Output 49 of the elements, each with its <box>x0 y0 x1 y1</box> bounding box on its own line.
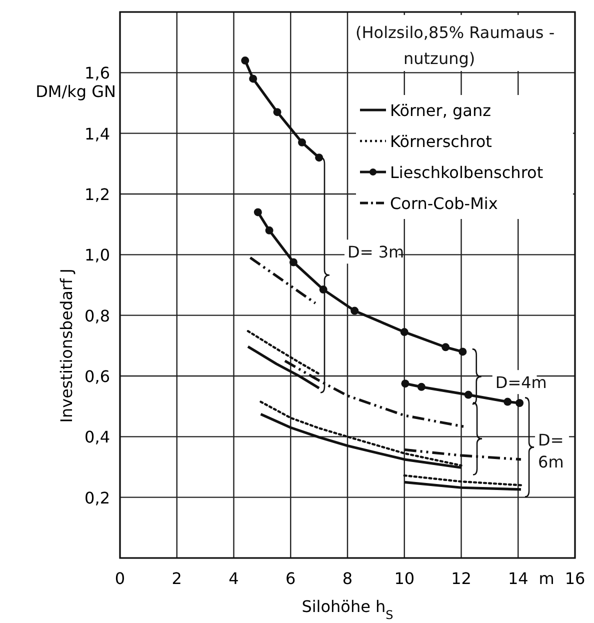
line-series <box>246 330 320 375</box>
point <box>289 258 298 266</box>
point <box>504 398 512 406</box>
point <box>442 343 450 352</box>
annotation: D= 6m <box>538 430 564 472</box>
point <box>254 208 262 216</box>
x-tick-label: 16 <box>564 569 586 588</box>
x-tick-label: 4 <box>228 569 239 588</box>
point <box>417 382 426 391</box>
y-tick-label: 0,4 <box>84 428 110 447</box>
x-tick-label: 12 <box>451 569 472 588</box>
x-tick-label: 14 <box>508 569 528 588</box>
y-tick-label: 0,8 <box>84 306 110 326</box>
x-tick-label: 8 <box>342 569 353 588</box>
legend-label: Körner, ganz <box>390 101 492 120</box>
y-tick-label: 1,2 <box>84 185 110 204</box>
annotation: D= 3m <box>348 242 404 262</box>
point <box>273 108 282 116</box>
point <box>298 138 306 146</box>
line-series <box>246 345 320 390</box>
x-axis-title: Silohöhe h$_{S}$ <box>302 597 394 622</box>
y-tick-label: 1,6 <box>84 64 110 83</box>
point <box>265 226 274 234</box>
point <box>350 306 359 315</box>
y-tick-label: 0,6 <box>84 367 110 386</box>
point <box>315 154 324 162</box>
y-tick-label: 1,4 <box>84 124 110 144</box>
point <box>241 56 250 65</box>
point <box>516 398 524 407</box>
point <box>458 348 467 356</box>
legend-label: Corn-Cob-Mix <box>390 194 498 213</box>
line-series <box>284 360 466 428</box>
legend-label: Lieschkolbenschrot <box>390 163 544 182</box>
point <box>464 390 472 399</box>
annotation: (Holzsilo,85% Raumaus - nutzung) <box>356 23 555 68</box>
point <box>400 328 408 336</box>
x-tick-label: m <box>538 569 554 588</box>
annotation: D=4m <box>495 373 547 392</box>
x-tick-label: 6 <box>286 569 296 588</box>
x-tick-label: 2 <box>172 569 182 588</box>
y-tick-label: 1,0 <box>84 246 110 265</box>
legend-label: Körnerschrot <box>390 132 492 151</box>
point <box>249 74 258 83</box>
point <box>401 380 410 388</box>
text: DM/kg GN <box>36 82 116 101</box>
y-tick-label: 0,2 <box>84 488 110 508</box>
x-tick-label: 0 <box>114 569 126 588</box>
x-tick-label: 10 <box>394 569 415 588</box>
y-axis-title: Investitionsbedarf J <box>57 268 76 423</box>
